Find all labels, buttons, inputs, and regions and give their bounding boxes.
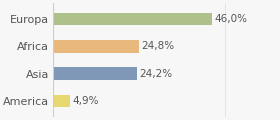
Bar <box>53 67 137 80</box>
Text: 4,9%: 4,9% <box>73 96 99 106</box>
Text: 24,8%: 24,8% <box>141 41 174 51</box>
Bar <box>53 95 70 107</box>
Text: 24,2%: 24,2% <box>139 69 172 79</box>
Text: 46,0%: 46,0% <box>214 14 248 24</box>
Bar <box>53 40 139 53</box>
Bar <box>53 13 212 25</box>
